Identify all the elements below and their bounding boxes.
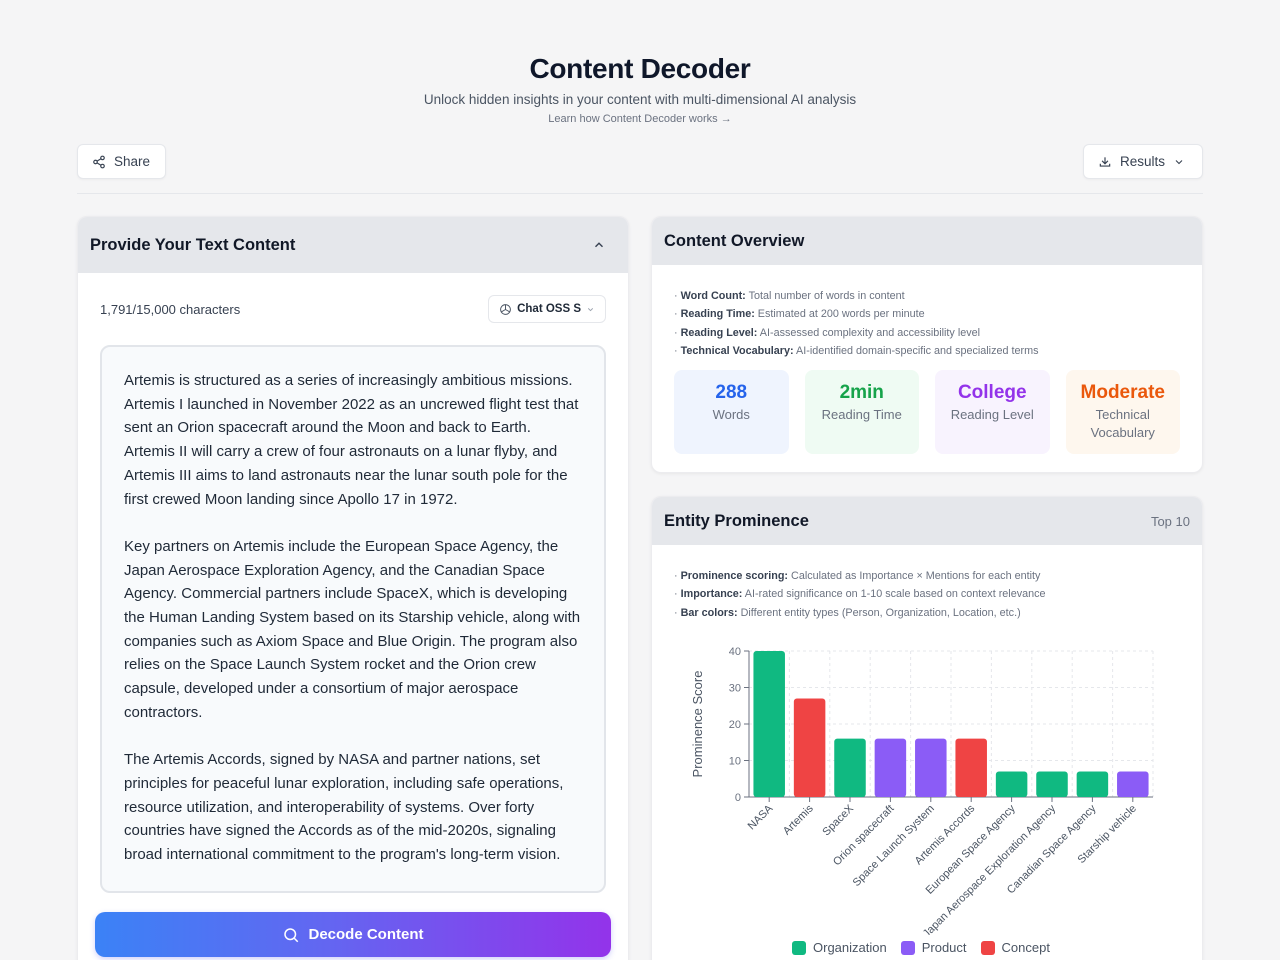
svg-text:Prominence Score: Prominence Score [690, 671, 705, 778]
note-item: · Reading Level: AI-assessed complexity … [674, 326, 981, 339]
bar[interactable] [1117, 771, 1149, 797]
stat-value: College [957, 382, 1027, 404]
bar[interactable] [793, 698, 826, 797]
svg-text:10: 10 [729, 756, 741, 768]
note-item: · Technical Vocabulary: AI-identified do… [674, 344, 1039, 357]
learn-more-link[interactable]: Learn how Content Decoder works → [548, 113, 732, 125]
bar[interactable] [915, 738, 947, 797]
note-item: · Prominence scoring: Calculated as Impo… [674, 570, 1041, 582]
legend-swatch [980, 940, 995, 955]
entity-prominence-panel: Entity Prominence Top 10 · Prominence sc… [651, 496, 1203, 960]
legend-item[interactable]: Concept [980, 940, 1050, 955]
content-paragraph: Key partners on Artemis include the Euro… [124, 537, 581, 721]
search-icon [284, 927, 299, 942]
legend-item[interactable]: Product [900, 940, 967, 955]
legend-swatch [792, 940, 806, 955]
note-item: · Importance: AI-rated significance on 1… [674, 588, 1046, 601]
chevron-down-icon [587, 307, 594, 311]
share-button[interactable]: Share [77, 144, 166, 179]
x-tick-label: SpaceX [820, 802, 856, 838]
stat-card: 2min Reading Time [804, 370, 919, 455]
svg-text:30: 30 [729, 683, 741, 695]
svg-text:0: 0 [735, 792, 741, 804]
input-panel-header[interactable]: Provide Your Text Content [78, 217, 628, 273]
stat-label: Reading Level [950, 407, 1034, 423]
page-header: Content Decoder Unlock hidden insights i… [0, 52, 1280, 127]
x-tick-label: NASA [746, 802, 776, 832]
decode-label: Decode Content [308, 926, 424, 943]
note-item: · Bar colors: Different entity types (Pe… [674, 606, 1021, 619]
share-label: Share [114, 154, 151, 169]
content-paragraph: Artemis is structured as a series of inc… [124, 372, 579, 508]
overview-title: Content Overview [664, 231, 805, 250]
stat-cards: 288 Words 2min Reading Time College Reading L… [652, 360, 1202, 455]
model-label: Chat OSS S [517, 303, 581, 315]
bar[interactable] [753, 651, 785, 797]
character-count: 1,791/15,000 characters [100, 301, 241, 317]
results-dropdown-button[interactable]: Results [1083, 144, 1203, 179]
bar[interactable] [874, 738, 907, 797]
legend-item[interactable]: Organization [792, 940, 887, 955]
page-subtitle: Unlock hidden insights in your content w… [423, 92, 857, 107]
overview-notes: · Word Count: Total number of words in c… [652, 265, 1202, 360]
input-panel-title: Provide Your Text Content [90, 235, 296, 254]
model-selector[interactable]: Chat OSS S [488, 295, 606, 323]
share-icon [93, 155, 105, 168]
entity-header: Entity Prominence Top 10 [652, 497, 1202, 545]
entity-title: Entity Prominence [664, 511, 809, 530]
chart-legend: Organization Product Concept [792, 940, 1050, 955]
stat-value: 288 [715, 382, 748, 404]
svg-text:20: 20 [729, 719, 741, 731]
note-item: · Reading Time: Estimated at 200 words p… [674, 308, 925, 321]
legend-label: Concept [1001, 940, 1050, 955]
header-divider [77, 193, 1203, 194]
legend-swatch [900, 940, 915, 955]
x-tick-label: Artemis [781, 802, 816, 837]
chevron-down-icon [1175, 159, 1183, 164]
bar[interactable] [1076, 771, 1109, 797]
overview-header: Content Overview [652, 217, 1202, 265]
stat-label: Reading Time [821, 407, 902, 423]
bar[interactable] [995, 771, 1028, 797]
stat-card: 288 Words [674, 370, 789, 455]
content-paragraph: The Artemis Accords, signed by NASA and … [124, 751, 564, 864]
stat-value: 2min [839, 382, 884, 404]
download-icon [1099, 156, 1111, 167]
input-panel: Provide Your Text Content 1,791/15,000 c… [77, 216, 629, 960]
chevron-up-icon[interactable] [592, 238, 606, 252]
bar[interactable] [955, 738, 987, 797]
results-label: Results [1120, 154, 1166, 169]
decode-content-button[interactable]: Decode Content [95, 912, 611, 957]
legend-label: Product [921, 940, 967, 955]
stat-label: Technical Vocabulary [1090, 407, 1155, 441]
entity-bar-chart: 0 10 20 30 40 NASA Artemis SpaceX Orion spacecra… [652, 625, 1202, 960]
svg-text:40: 40 [729, 646, 741, 658]
stat-value: Moderate [1080, 382, 1165, 404]
bar[interactable] [834, 738, 866, 797]
stat-card: College Reading Level [935, 370, 1050, 455]
top-count-label: Top 10 [1150, 513, 1190, 529]
content-overview-panel: Content Overview · Word Count: Total num… [651, 216, 1203, 473]
openai-icon [500, 303, 511, 315]
entity-notes: · Prominence scoring: Calculated as Impo… [652, 545, 1202, 622]
bar[interactable] [1036, 771, 1068, 797]
note-item: · Word Count: Total number of words in c… [674, 290, 905, 302]
x-tick-label: Space Launch System [851, 803, 937, 889]
content-textarea[interactable]: Artemis is structured as a series of inc… [100, 345, 606, 893]
stat-card: Moderate Technical Vocabulary [1065, 370, 1180, 455]
legend-label: Organization [813, 940, 887, 955]
stat-label: Words [712, 407, 750, 423]
page-title: Content Decoder [529, 53, 751, 84]
